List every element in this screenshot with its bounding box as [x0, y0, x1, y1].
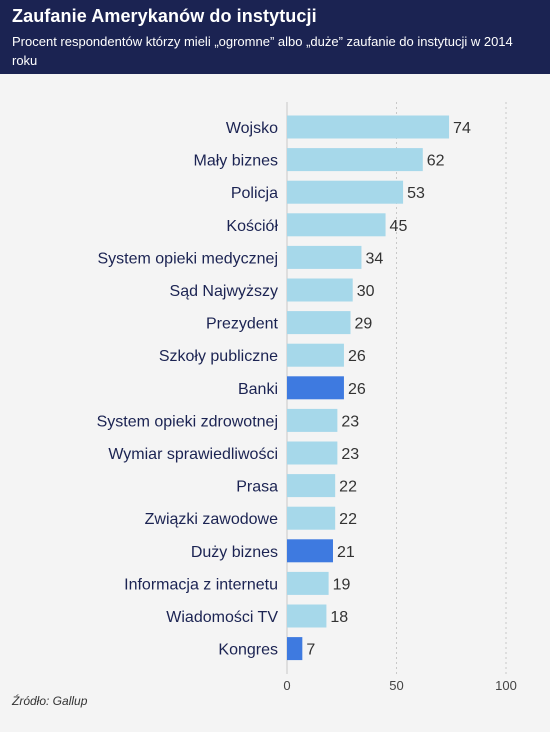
bar — [287, 376, 344, 400]
category-label: System opieki zdrowotnej — [97, 413, 278, 430]
value-label: 74 — [453, 120, 471, 137]
value-label: 30 — [357, 283, 375, 300]
bar — [287, 343, 344, 367]
x-tick-label: 50 — [389, 678, 403, 693]
value-label: 19 — [333, 576, 351, 593]
category-label: Wiadomości TV — [166, 609, 278, 626]
category-label: Informacja z internetu — [124, 576, 278, 593]
category-label: Prasa — [236, 479, 278, 496]
chart-subtitle: Procent respondentów którzy mieli „ogrom… — [12, 34, 513, 68]
tick-layer: 0 50 100 — [283, 678, 516, 693]
category-label: Banki — [238, 381, 278, 398]
bar — [287, 148, 423, 172]
bar — [287, 506, 336, 530]
value-label: 21 — [337, 544, 355, 561]
bar — [287, 441, 338, 465]
category-label: System opieki medycznej — [97, 250, 278, 267]
bar — [287, 245, 362, 269]
category-label: Kongres — [218, 642, 278, 659]
category-label: Wymiar sprawiedliwości — [108, 446, 278, 463]
value-label: 22 — [339, 479, 357, 496]
value-label: 23 — [341, 446, 359, 463]
value-label: 26 — [348, 381, 366, 398]
value-label: 22 — [339, 511, 357, 528]
bar — [287, 539, 333, 563]
bar — [287, 213, 386, 237]
bar — [287, 604, 327, 628]
category-label: Kościół — [226, 218, 278, 235]
bar — [287, 408, 338, 432]
category-label: Prezydent — [206, 316, 279, 333]
x-tick-label: 0 — [283, 678, 290, 693]
bar — [287, 115, 450, 139]
source-note: Źródło: Gallup — [12, 694, 88, 708]
category-label: Wojsko — [226, 120, 278, 137]
category-label: Związki zawodowe — [145, 511, 278, 528]
bar — [287, 637, 303, 661]
category-label: Szkoły publiczne — [159, 348, 278, 365]
value-label: 7 — [306, 642, 315, 659]
bar-layer — [287, 115, 450, 661]
chart-title: Zaufanie Amerykanów do instytucji — [12, 6, 317, 26]
chart-header: Zaufanie Amerykanów do instytucji Procen… — [0, 0, 550, 74]
category-label: Sąd Najwyższy — [170, 283, 278, 300]
value-label: 53 — [407, 185, 425, 202]
value-label: 29 — [355, 316, 373, 333]
value-label: 18 — [330, 609, 348, 626]
value-label: 26 — [348, 348, 366, 365]
value-label: 34 — [365, 250, 383, 267]
value-label: 62 — [427, 153, 445, 170]
chart-area: Wojsko 74 Mały biznes 62 Policja 53 Kościół 45 S… — [0, 74, 550, 732]
category-label: Mały biznes — [194, 153, 278, 170]
category-label: Duży biznes — [191, 544, 278, 561]
bar — [287, 278, 353, 302]
bar — [287, 180, 404, 204]
label-layer: Wojsko 74 Mały biznes 62 Policja 53 Kościół 45 S… — [97, 120, 471, 659]
bar — [287, 311, 351, 335]
value-label: 45 — [390, 218, 408, 235]
bar-chart: Wojsko 74 Mały biznes 62 Policja 53 Kościół 45 S… — [97, 102, 517, 693]
category-label: Policja — [231, 185, 278, 202]
bar — [287, 571, 329, 595]
bar — [287, 474, 336, 498]
value-label: 23 — [341, 413, 359, 430]
x-tick-label: 100 — [495, 678, 517, 693]
